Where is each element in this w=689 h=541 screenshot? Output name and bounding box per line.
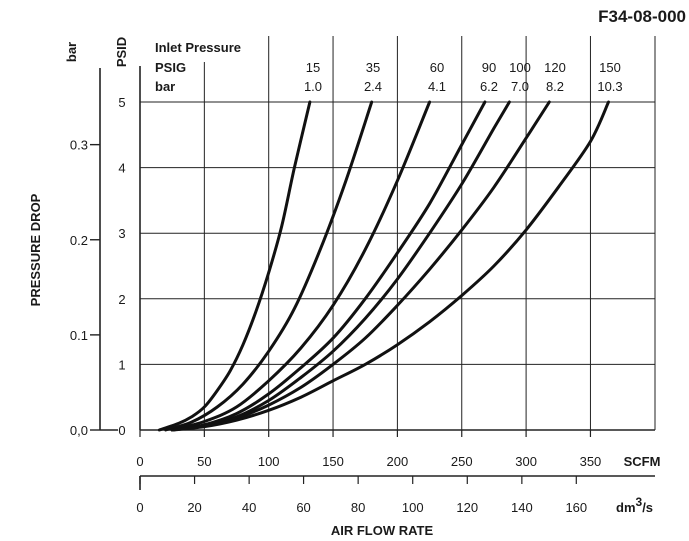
curve-150-psig bbox=[170, 100, 610, 432]
x-tick-label: 0 bbox=[136, 454, 143, 469]
x2-tick-label: 20 bbox=[187, 500, 201, 515]
legend-psig-35: 35 bbox=[366, 60, 380, 75]
curve-15-psig bbox=[157, 100, 312, 432]
x2-tick-label: 40 bbox=[242, 500, 256, 515]
flow-curves bbox=[157, 100, 610, 432]
legend-psig-60: 60 bbox=[430, 60, 444, 75]
grid bbox=[140, 36, 656, 431]
legend-bar-60: 4.1 bbox=[428, 79, 446, 94]
curve-120-psig bbox=[170, 100, 551, 432]
legend-psig-120: 120 bbox=[544, 60, 566, 75]
x-tick-label: 250 bbox=[451, 454, 473, 469]
legend-psig-90: 90 bbox=[482, 60, 496, 75]
legend-psig-15: 15 bbox=[306, 60, 320, 75]
y-unit-bar: bar bbox=[64, 42, 79, 62]
x2-tick-label: 100 bbox=[402, 500, 424, 515]
x2-tick-label: 0 bbox=[136, 500, 143, 515]
legend-bar-15: 1.0 bbox=[304, 79, 322, 94]
figure-id: F34-08-000 bbox=[598, 7, 686, 26]
legend-bar-90: 6.2 bbox=[480, 79, 498, 94]
x2-tick-label: 80 bbox=[351, 500, 365, 515]
y-tick-label: 5 bbox=[118, 95, 125, 110]
curve-60-psig bbox=[170, 100, 432, 432]
x-axis-title: AIR FLOW RATE bbox=[331, 523, 434, 538]
legend-psig-100: 100 bbox=[509, 60, 531, 75]
x-tick-label: 50 bbox=[197, 454, 211, 469]
legend-heading: Inlet Pressure bbox=[155, 40, 241, 55]
legend-bar-label: bar bbox=[155, 79, 175, 94]
y-tick-label: 0 bbox=[118, 423, 125, 438]
y-tick-label: 3 bbox=[118, 226, 125, 241]
legend-psig-150: 150 bbox=[599, 60, 621, 75]
y2-tick-label: 0.2 bbox=[70, 233, 88, 248]
x2-tick-label: 60 bbox=[296, 500, 310, 515]
y-tick-label: 1 bbox=[118, 357, 125, 372]
x2-tick-label: 140 bbox=[511, 500, 533, 515]
x2-tick-label: 160 bbox=[565, 500, 587, 515]
curve-90-psig bbox=[170, 100, 487, 432]
x-tick-label: 100 bbox=[258, 454, 280, 469]
y-unit-psid: PSID bbox=[114, 37, 129, 67]
x2-tick-label: 120 bbox=[456, 500, 478, 515]
x-tick-label: 350 bbox=[580, 454, 602, 469]
legend: Inlet Pressure PSIG bar 15 1.0 35 2.4 60 4.1 90 6.… bbox=[155, 40, 623, 94]
axis-labels: AIR FLOW RATE PRESSURE DROP F34-08-000 bbox=[28, 7, 686, 538]
y-tick-label: 4 bbox=[118, 161, 125, 176]
legend-bar-35: 2.4 bbox=[364, 79, 382, 94]
y-axis-title: PRESSURE DROP bbox=[28, 193, 43, 306]
curve-35-psig bbox=[164, 100, 374, 432]
y-tick-label: 2 bbox=[118, 292, 125, 307]
x-tick-label: 200 bbox=[387, 454, 409, 469]
y2-tick-label: 0,0 bbox=[70, 423, 88, 438]
legend-bar-100: 7.0 bbox=[511, 79, 529, 94]
x-unit-scfm: SCFM bbox=[624, 454, 661, 469]
legend-bar-150: 10.3 bbox=[597, 79, 622, 94]
y2-tick-label: 0.1 bbox=[70, 328, 88, 343]
x-tick-label: 300 bbox=[515, 454, 537, 469]
x2-unit: dm3/s bbox=[616, 495, 653, 515]
legend-psig-label: PSIG bbox=[155, 60, 186, 75]
legend-bar-120: 8.2 bbox=[546, 79, 564, 94]
x-tick-label: 150 bbox=[322, 454, 344, 469]
y2-tick-label: 0.3 bbox=[70, 138, 88, 153]
